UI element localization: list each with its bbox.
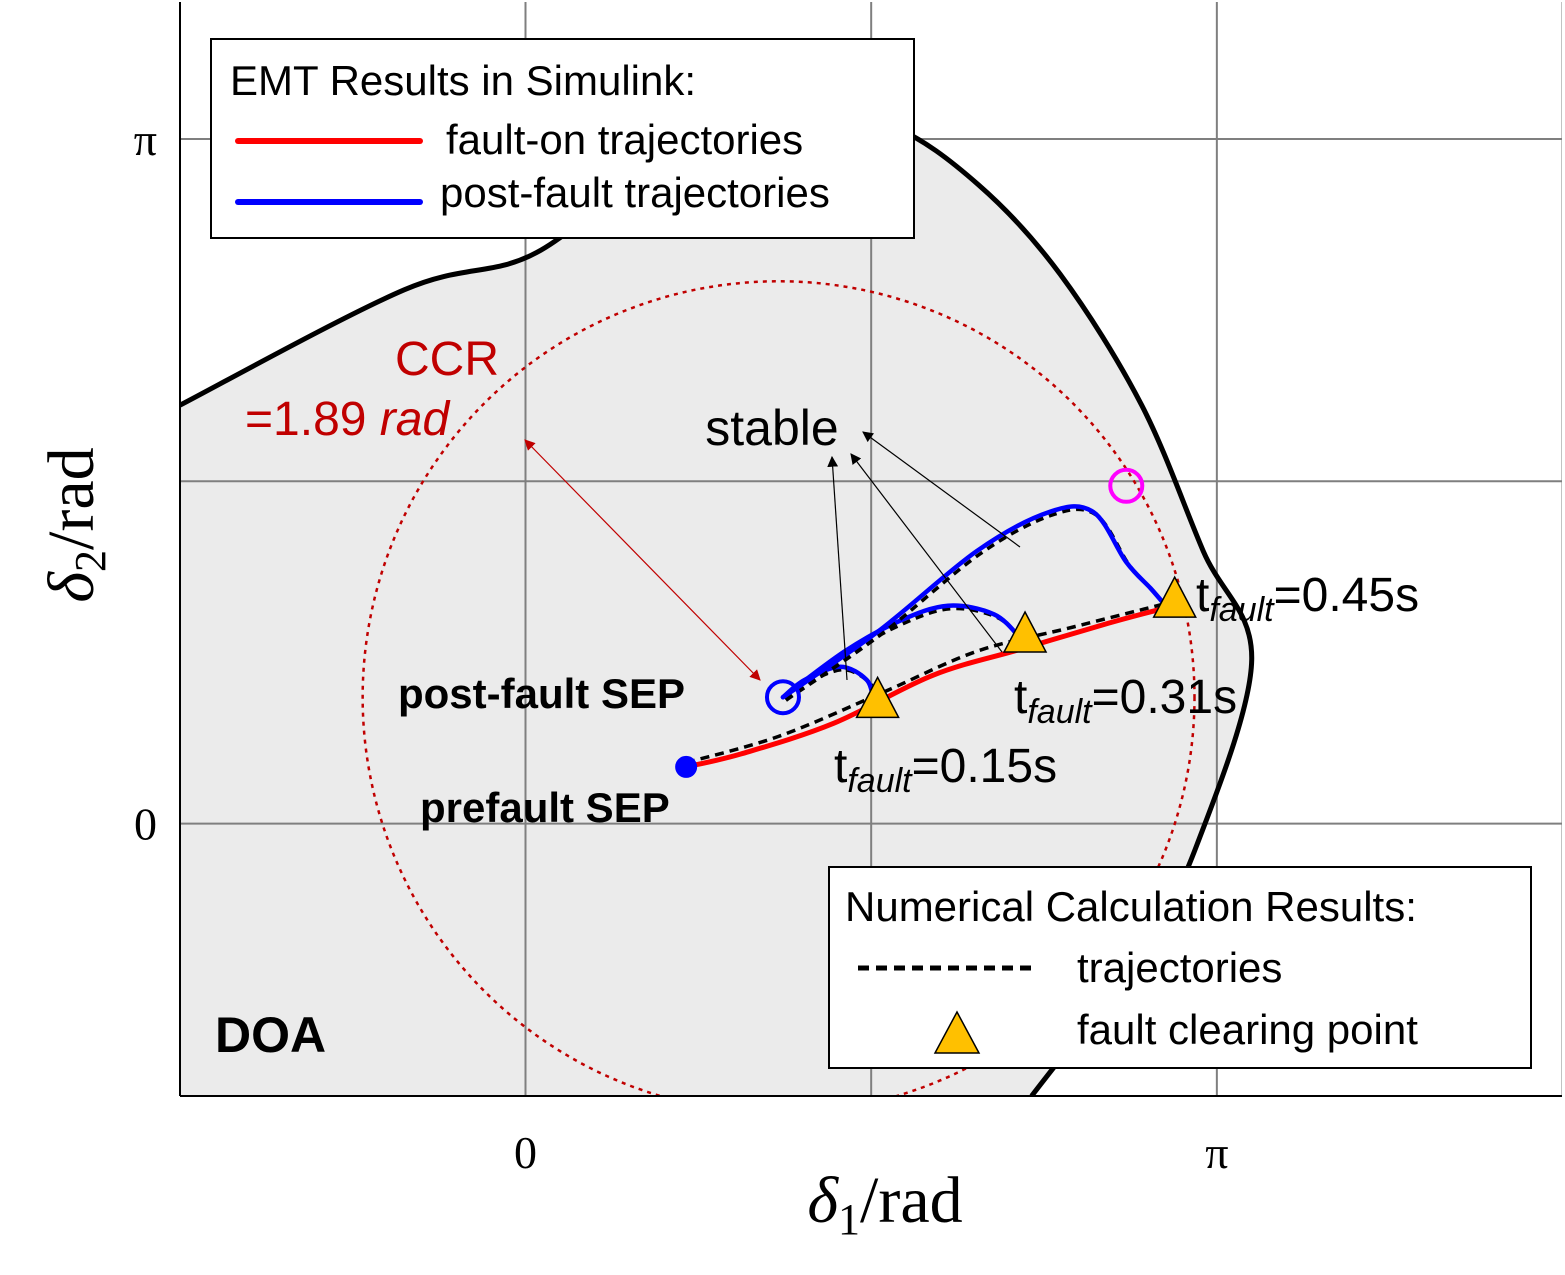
x-tick-label: π: [1205, 1127, 1228, 1178]
y-tick-labels: 0π: [134, 114, 157, 850]
fault-time-labels: tfault=0.15s tfault=0.31s tfault=0.45s: [834, 569, 1419, 800]
y-tick-label: 0: [134, 799, 157, 850]
doa-boundary: [180, 90, 1255, 1096]
legend-fault-on-label: fault-on trajectories: [446, 116, 803, 163]
special-points: [675, 467, 1145, 778]
ccr-circle: [361, 280, 1196, 1096]
post-fault-curve: [780, 603, 1023, 700]
prefault-sep-label: prefault SEP: [420, 784, 670, 831]
legend-trajectories-label: trajectories: [1077, 944, 1282, 991]
ccr-tangent-point-marker: [1108, 467, 1145, 504]
ccr-label-line2: =1.89 rad: [245, 393, 450, 446]
fault-time-label: tfault=0.15s: [834, 740, 1057, 800]
fault-clearing-triangle: [855, 675, 900, 719]
annotation-arrow: [827, 455, 848, 681]
post-fault-curve: [780, 504, 1166, 700]
post-fault-sep-marker: [764, 679, 801, 716]
legend-post-fault-label: post-fault trajectories: [440, 169, 830, 216]
numerical-trajectory: [685, 599, 1176, 765]
legend-clearing-point-label: fault clearing point: [1077, 1006, 1418, 1053]
annotation-arrow: [850, 453, 1003, 653]
fault-on-trajectory: [683, 605, 1169, 770]
y-axis-label: δ2/rad: [35, 447, 115, 602]
legend-clearing-point-swatch: [933, 1010, 981, 1054]
legend-emt: EMT Results in Simulink: fault-on trajec…: [210, 38, 915, 239]
x-tick-label: 0: [514, 1127, 537, 1178]
doa-label: DOA: [215, 1007, 326, 1063]
stable-label: stable: [705, 400, 838, 456]
fault-clearing-triangle: [1002, 610, 1048, 653]
prefault-sep-marker: [675, 755, 698, 778]
y-tick-label: π: [134, 114, 157, 165]
numerical-post-fault-curve: [785, 507, 1169, 702]
fault-time-label: tfault=0.45s: [1196, 569, 1419, 629]
annotation-arrow: [862, 431, 1021, 548]
legend-numerical: Numerical Calculation Results: trajector…: [828, 866, 1532, 1069]
annotation-arrow: [524, 439, 761, 681]
post-fault-sep-label: post-fault SEP: [398, 670, 685, 717]
fault-clearing-triangle: [1152, 575, 1197, 618]
fault-clearing-points: [855, 575, 1197, 719]
ccr-label-line1: CCR: [395, 333, 499, 386]
legend-emt-title: EMT Results in Simulink:: [230, 57, 696, 104]
x-axis-label: δ1/rad: [807, 1164, 962, 1244]
annotation-arrows: [524, 431, 1021, 681]
fault-time-label: tfault=0.31s: [1014, 671, 1237, 731]
legend-numerical-title: Numerical Calculation Results:: [845, 883, 1417, 930]
